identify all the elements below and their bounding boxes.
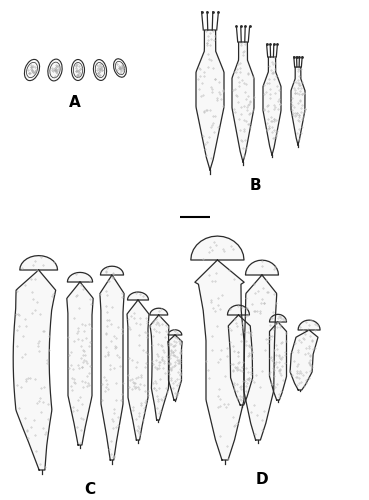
Ellipse shape <box>48 59 62 81</box>
Text: B: B <box>249 178 261 193</box>
Polygon shape <box>263 57 281 155</box>
Polygon shape <box>150 308 169 420</box>
Text: A: A <box>69 95 81 110</box>
Polygon shape <box>100 266 124 460</box>
Polygon shape <box>191 236 244 460</box>
Ellipse shape <box>114 59 127 77</box>
Text: C: C <box>85 482 96 497</box>
Polygon shape <box>227 305 253 405</box>
Polygon shape <box>244 260 279 440</box>
Polygon shape <box>127 292 149 440</box>
Polygon shape <box>291 67 305 145</box>
Polygon shape <box>269 314 286 400</box>
Polygon shape <box>13 256 58 470</box>
Polygon shape <box>67 272 93 445</box>
Ellipse shape <box>93 60 107 80</box>
Polygon shape <box>196 30 224 170</box>
Text: D: D <box>256 472 268 487</box>
Ellipse shape <box>72 60 85 80</box>
Ellipse shape <box>24 60 39 80</box>
Polygon shape <box>290 320 320 390</box>
Polygon shape <box>232 42 254 162</box>
Polygon shape <box>168 330 182 400</box>
